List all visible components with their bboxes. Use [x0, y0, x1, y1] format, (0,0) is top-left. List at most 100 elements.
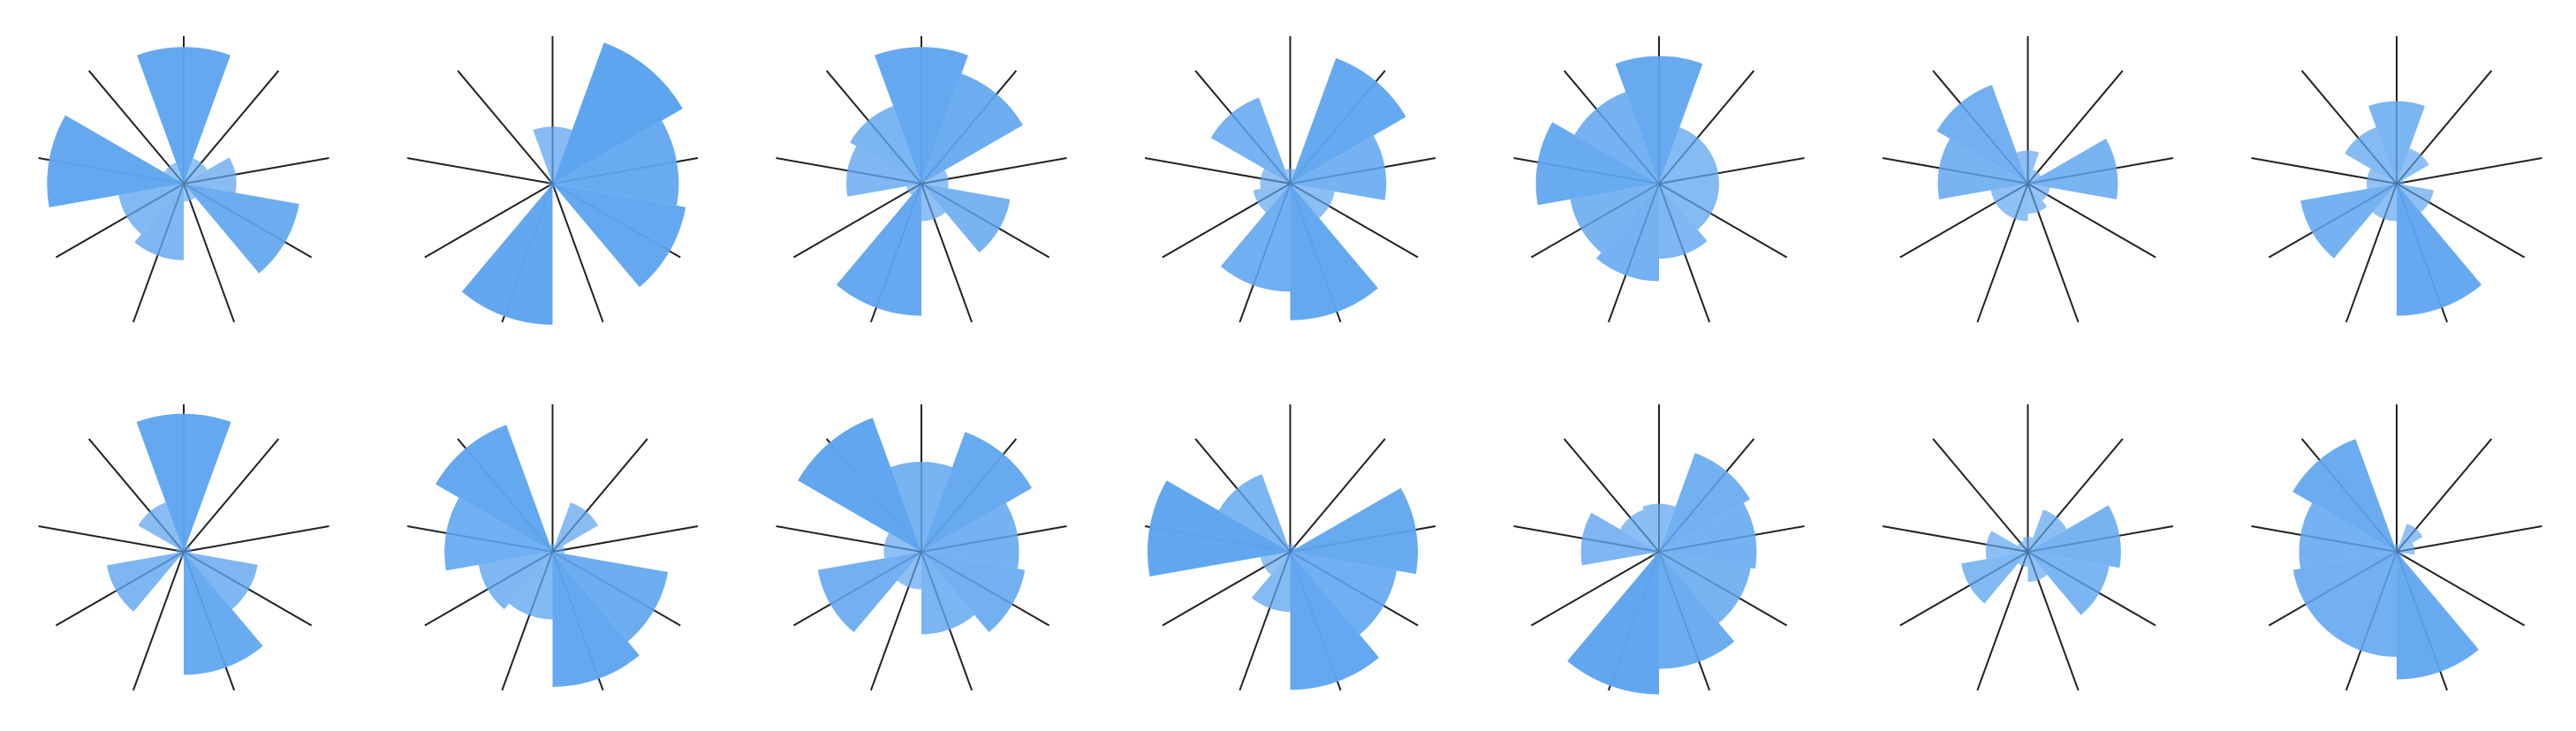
wedge — [850, 106, 921, 184]
wedge — [1659, 453, 1751, 552]
wedge — [184, 545, 191, 552]
wedge — [921, 184, 1011, 253]
wedge — [1210, 97, 1291, 184]
wedge — [2027, 184, 2050, 201]
wedge — [2004, 184, 2028, 222]
wedge — [47, 115, 184, 207]
wedge — [897, 552, 921, 590]
wedge — [1659, 184, 1708, 259]
wedge — [2300, 184, 2397, 259]
wedge — [2397, 524, 2423, 552]
wedge — [1936, 85, 2028, 184]
wedge — [1659, 502, 1757, 569]
wedge — [846, 146, 921, 197]
wedge — [906, 184, 921, 196]
wedge — [178, 552, 184, 560]
wedge — [921, 552, 975, 635]
wedge — [2345, 127, 2397, 184]
spoke — [2396, 157, 2542, 185]
wedge — [552, 184, 556, 189]
wedge — [1253, 184, 1291, 213]
wedge — [890, 462, 952, 552]
wedge — [1284, 169, 1296, 184]
wedge — [184, 184, 299, 274]
wedge — [1659, 184, 1718, 230]
wedge — [1290, 552, 1398, 635]
wedge — [2027, 139, 2118, 200]
wedge — [533, 126, 572, 184]
spoke — [1976, 551, 2029, 691]
spoke — [1530, 551, 1660, 627]
wedge — [184, 547, 192, 554]
wedge — [2397, 179, 2405, 185]
wedge — [2372, 184, 2397, 222]
wedge — [184, 158, 208, 184]
spoke — [2027, 70, 2124, 185]
wedge — [1287, 544, 1293, 552]
wedge — [1580, 512, 1659, 566]
wedge — [2027, 505, 2121, 569]
wedge — [552, 546, 565, 554]
wedge — [2368, 101, 2425, 184]
spoke — [183, 525, 330, 553]
spoke — [552, 525, 699, 553]
wedge — [1290, 57, 1406, 184]
spoke — [2396, 551, 2526, 627]
wedge — [1251, 552, 1291, 612]
spoke — [38, 525, 185, 553]
wedge — [1535, 122, 1659, 206]
wedge — [836, 184, 921, 316]
wedge — [1659, 127, 1711, 184]
wedge — [1642, 503, 1676, 552]
spoke — [792, 183, 922, 259]
wedge — [1570, 184, 1659, 253]
wedge — [136, 413, 231, 552]
wedge — [435, 425, 553, 552]
spoke — [87, 70, 185, 185]
wedge — [921, 73, 1023, 184]
wedge — [2027, 184, 2048, 214]
wedge — [176, 547, 184, 554]
spoke — [551, 183, 604, 323]
wedge — [1148, 480, 1291, 577]
wedge — [184, 157, 237, 193]
spoke — [2027, 183, 2156, 259]
wedge — [552, 552, 640, 687]
wedge — [138, 502, 184, 552]
wedge — [184, 552, 263, 675]
wedge — [2397, 184, 2434, 213]
wedge — [2027, 552, 2048, 582]
spoke — [183, 438, 280, 553]
wedge — [118, 184, 184, 235]
wedge — [1290, 184, 1378, 320]
wedge — [883, 532, 921, 559]
wedge — [2394, 544, 2399, 552]
spoke — [1289, 438, 1386, 553]
wedge — [875, 47, 968, 184]
wedge — [134, 184, 184, 260]
spoke — [132, 551, 185, 691]
wedge — [137, 47, 231, 184]
wedge — [1619, 509, 1659, 552]
wedge — [2366, 169, 2397, 189]
wedge — [184, 552, 258, 610]
wedge — [1615, 56, 1703, 185]
wedge — [921, 170, 949, 189]
wedge — [1574, 92, 1659, 184]
wedge — [1290, 545, 1297, 552]
spoke — [1932, 438, 2029, 553]
spoke — [406, 157, 553, 185]
wedge — [2397, 542, 2415, 555]
wedge — [2027, 170, 2042, 184]
wedge — [1659, 552, 1751, 623]
wedge — [1290, 552, 1380, 690]
wedge — [2292, 439, 2397, 552]
wedge — [1985, 531, 2028, 560]
wedge — [2397, 184, 2482, 316]
wedge — [1220, 184, 1291, 292]
wedge — [2027, 552, 2110, 615]
wedge — [552, 552, 669, 642]
wedge — [2397, 552, 2405, 558]
wedge — [1261, 552, 1291, 576]
